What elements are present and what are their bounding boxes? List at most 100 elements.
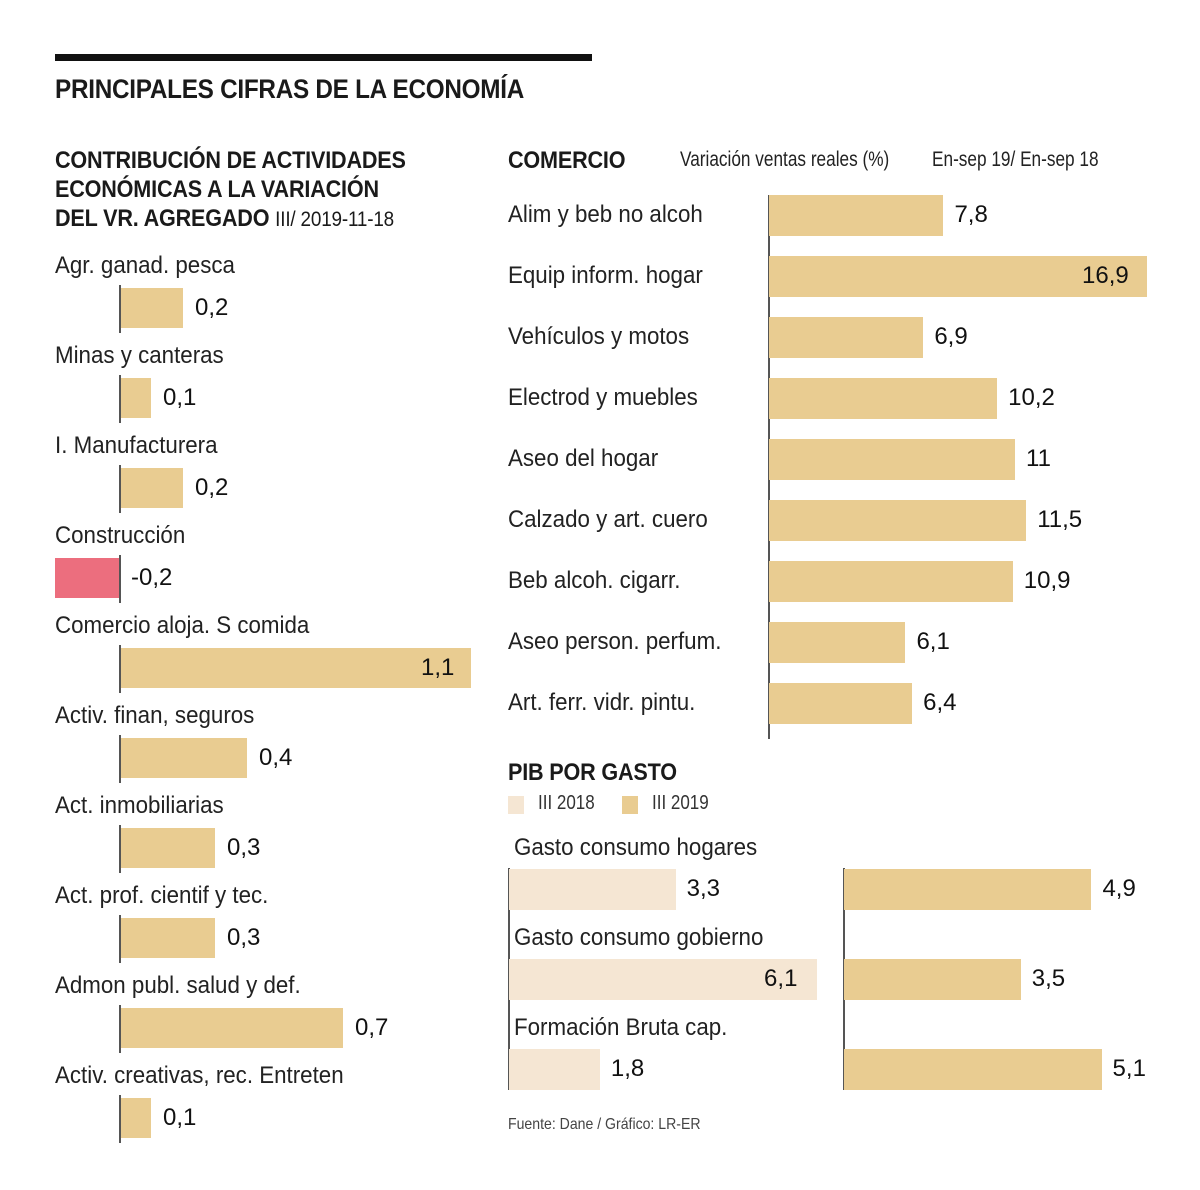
bar — [509, 869, 676, 910]
category-label: Admon publ. salud y def. — [55, 972, 301, 999]
category-label: I. Manufacturera — [55, 432, 218, 459]
axis-line — [508, 868, 510, 1090]
category-label: Formación Bruta cap. — [514, 1014, 728, 1041]
category-label: Act. inmobiliarias — [55, 792, 224, 819]
value-label: 10,2 — [1008, 384, 1055, 411]
value-label: 6,4 — [923, 689, 957, 716]
source-note: Fuente: Dane / Gráfico: LR-ER — [508, 1116, 701, 1133]
bar — [119, 1098, 151, 1138]
value-label: 0,3 — [227, 834, 261, 861]
category-label: Beb alcoh. cigarr. — [508, 567, 681, 594]
axis-line — [119, 465, 121, 513]
category-label: Activ. creativas, rec. Entreten — [55, 1062, 344, 1089]
bar — [769, 256, 1147, 297]
value-label: 0,2 — [195, 294, 229, 321]
value-label: 0,3 — [227, 924, 261, 951]
category-label: Aseo del hogar — [508, 445, 659, 472]
value-label: 6,1 — [916, 628, 950, 655]
bar — [769, 561, 1013, 602]
category-label: Activ. finan, seguros — [55, 702, 255, 729]
contribution-title-text: DEL VR. AGREGADO — [55, 205, 270, 232]
category-label: Alim y beb no alcoh — [508, 201, 703, 228]
bar — [119, 468, 183, 508]
category-label: Minas y canteras — [55, 342, 224, 369]
category-label: Construcción — [55, 522, 186, 549]
value-label: 7,8 — [954, 201, 988, 228]
pib-title: PIB POR GASTO — [508, 759, 677, 786]
axis-line — [119, 735, 121, 783]
axis-line — [119, 915, 121, 963]
category-label: Gasto consumo hogares — [514, 834, 758, 861]
category-label: Gasto consumo gobierno — [514, 924, 764, 951]
bar — [119, 828, 215, 868]
value-label: 5,1 — [1112, 1055, 1146, 1082]
category-label: Agr. ganad. pesca — [55, 252, 235, 279]
legend-label-2018: III 2018 — [538, 792, 595, 814]
value-label: 0,2 — [195, 474, 229, 501]
axis-line — [119, 1005, 121, 1053]
bar — [769, 622, 906, 663]
page-title: PRINCIPALES CIFRAS DE LA ECONOMÍA — [55, 74, 525, 104]
bar — [844, 1049, 1102, 1090]
category-label: Calzado y art. cuero — [508, 506, 708, 533]
bar — [119, 918, 215, 958]
value-label: 0,7 — [355, 1014, 389, 1041]
axis-line — [119, 1095, 121, 1143]
axis-line — [119, 285, 121, 333]
legend-swatch-2019 — [622, 796, 638, 814]
value-label: -0,2 — [131, 564, 173, 591]
value-label: 16,9 — [1082, 262, 1129, 289]
legend-swatch-2018 — [508, 796, 524, 814]
contribution-subtitle: III/ 2019-11-18 — [275, 208, 395, 231]
bar — [509, 959, 818, 1000]
bar — [769, 317, 924, 358]
category-label: Comercio aloja. S comida — [55, 612, 310, 639]
comercio-period: En-sep 19/ En-sep 18 — [932, 148, 1099, 171]
axis-line — [119, 555, 121, 603]
bar — [769, 195, 944, 236]
bar — [844, 959, 1021, 1000]
value-label: 11,5 — [1037, 506, 1083, 533]
contribution-title-line-1: CONTRIBUCIÓN DE ACTIVIDADES — [55, 147, 406, 174]
comercio-ylabel: Variación ventas reales (%) — [680, 148, 890, 171]
bar — [844, 869, 1092, 910]
value-label: 4,9 — [1102, 875, 1136, 902]
bar — [509, 1049, 600, 1090]
contribution-title-line-3: DEL VR. AGREGADO III/ 2019-11-18 — [55, 204, 394, 234]
value-label: 6,9 — [934, 323, 968, 350]
value-label: 1,1 — [421, 654, 455, 681]
category-label: Aseo person. perfum. — [508, 628, 722, 655]
category-label: Act. prof. cientif y tec. — [55, 882, 269, 909]
bar — [769, 378, 998, 419]
bar — [119, 648, 471, 688]
axis-line — [119, 645, 121, 693]
contribution-title-line-2: ECONÓMICAS A LA VARIACIÓN — [55, 176, 379, 203]
value-label: 1,8 — [610, 1055, 645, 1082]
value-label: 6,1 — [764, 965, 798, 992]
value-label: 11 — [1026, 445, 1051, 472]
bar — [769, 500, 1027, 541]
bar — [55, 558, 119, 598]
category-label: Vehículos y motos — [508, 323, 690, 350]
axis-line — [843, 868, 845, 1090]
bar — [119, 288, 183, 328]
value-label: 0,1 — [163, 384, 197, 411]
bar — [119, 738, 247, 778]
value-label: 3,5 — [1031, 965, 1066, 992]
axis-line — [119, 375, 121, 423]
category-label: Electrod y muebles — [508, 384, 698, 411]
comercio-title: COMERCIO — [508, 147, 626, 174]
category-label: Equip inform. hogar — [508, 262, 703, 289]
bar — [769, 683, 913, 724]
bar — [769, 439, 1016, 480]
value-label: 10,9 — [1023, 567, 1071, 594]
value-label: 0,1 — [163, 1104, 197, 1131]
title-rule — [55, 54, 592, 61]
category-label: Art. ferr. vidr. pintu. — [508, 689, 696, 716]
axis-line — [768, 195, 770, 739]
bar — [119, 378, 151, 418]
legend-label-2019: III 2019 — [652, 792, 709, 814]
bar — [119, 1008, 343, 1048]
axis-line — [119, 825, 121, 873]
value-label: 3,3 — [686, 875, 721, 902]
